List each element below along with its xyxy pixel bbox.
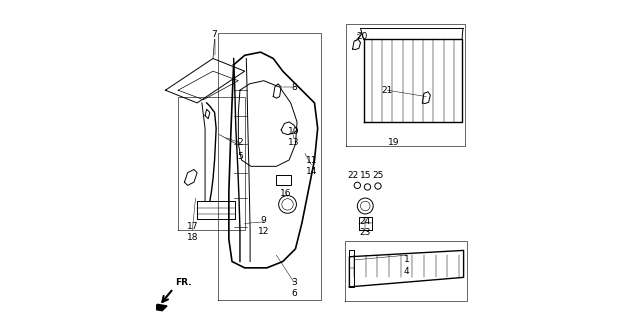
Text: 7: 7: [212, 30, 218, 39]
Text: 12: 12: [258, 227, 269, 236]
Text: 13: 13: [288, 138, 299, 147]
Text: 14: 14: [306, 167, 317, 176]
Text: 16: 16: [280, 189, 292, 198]
Polygon shape: [153, 304, 167, 311]
Text: 5: 5: [237, 152, 243, 161]
Text: 2: 2: [237, 138, 243, 147]
Text: 22: 22: [347, 172, 358, 180]
Text: 9: 9: [261, 216, 267, 225]
Text: 6: 6: [291, 289, 297, 298]
Text: 11: 11: [306, 156, 317, 164]
Text: 15: 15: [360, 172, 371, 180]
Text: 4: 4: [404, 267, 409, 276]
Text: 17: 17: [187, 222, 198, 231]
Text: 25: 25: [372, 172, 384, 180]
Text: 8: 8: [291, 83, 297, 92]
Text: FR.: FR.: [175, 278, 191, 287]
Text: 19: 19: [388, 138, 399, 147]
Text: 3: 3: [291, 278, 297, 287]
Text: 21: 21: [382, 86, 393, 95]
Text: 1: 1: [404, 255, 409, 264]
Text: 24: 24: [360, 217, 371, 226]
Text: 20: 20: [357, 32, 368, 41]
Text: 10: 10: [288, 127, 299, 136]
Text: 18: 18: [187, 233, 198, 242]
Text: 23: 23: [360, 228, 371, 237]
